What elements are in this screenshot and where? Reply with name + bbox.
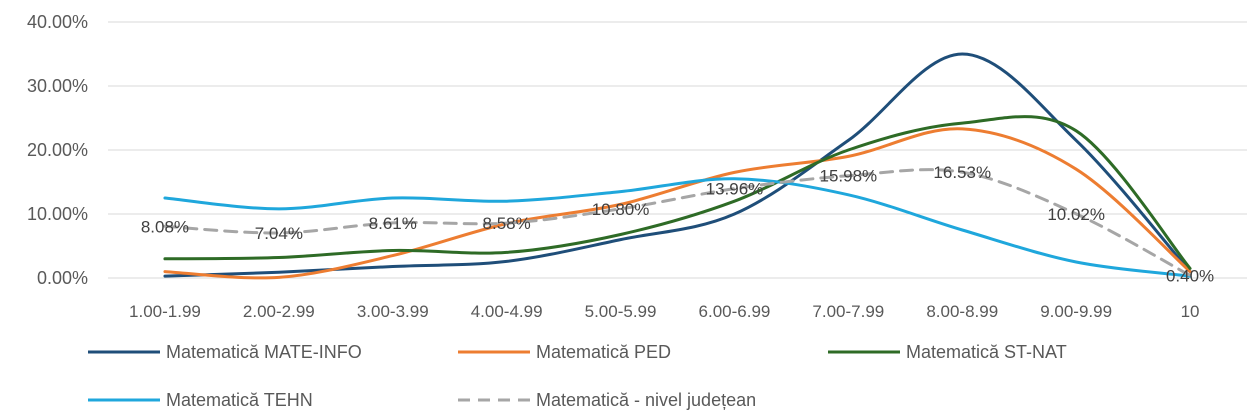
x-tick-label: 3.00-3.99 xyxy=(357,302,429,321)
series-line-3 xyxy=(163,115,1192,270)
data-label: 8.61% xyxy=(369,214,417,233)
x-tick-label: 10 xyxy=(1181,302,1200,321)
y-tick-label: 40.00% xyxy=(27,12,88,32)
legend-item: Matematică TEHN xyxy=(88,390,313,410)
x-axis-ticks: 1.00-1.99 2.00-2.99 3.00-3.99 4.00-4.99 5.00… xyxy=(129,302,1199,321)
x-tick-label: 5.00-5.99 xyxy=(585,302,657,321)
data-label: 0.40% xyxy=(1166,266,1214,285)
legend-item: Matematică - nivel județean xyxy=(458,390,756,410)
gridlines xyxy=(108,21,1247,279)
data-label: 13.96% xyxy=(706,180,764,199)
y-tick-label: 30.00% xyxy=(27,76,88,96)
x-tick-label: 7.00-7.99 xyxy=(812,302,884,321)
series-line-2 xyxy=(163,127,1192,280)
legend-label: Matematică MATE-INFO xyxy=(166,342,362,362)
legend-label: Matematică ST-NAT xyxy=(906,342,1067,362)
series-line-1 xyxy=(163,52,1192,278)
legend-item: Matematică MATE-INFO xyxy=(88,342,362,362)
x-tick-label: 8.00-8.99 xyxy=(926,302,998,321)
series-line-5 xyxy=(163,168,1192,277)
data-label: 15.98% xyxy=(820,167,878,186)
y-tick-label: 10.00% xyxy=(27,204,88,224)
series-line-4 xyxy=(163,177,1192,278)
legend-label: Matematică PED xyxy=(536,342,671,362)
data-label: 7.04% xyxy=(255,224,303,243)
y-tick-label: 0.00% xyxy=(37,268,88,288)
legend-label: Matematică TEHN xyxy=(166,390,313,410)
legend-item: Matematică PED xyxy=(458,342,671,362)
legend-item: Matematică ST-NAT xyxy=(828,342,1067,362)
data-label: 10.80% xyxy=(592,200,650,219)
x-tick-label: 9.00-9.99 xyxy=(1040,302,1112,321)
legend: Matematică MATE-INFO Matematică PED Matema… xyxy=(88,342,1067,410)
y-tick-label: 20.00% xyxy=(27,140,88,160)
series-lines xyxy=(163,52,1192,280)
x-tick-label: 4.00-4.99 xyxy=(471,302,543,321)
x-tick-label: 1.00-1.99 xyxy=(129,302,201,321)
data-label: 8.08% xyxy=(141,217,189,236)
data-label: 8.58% xyxy=(483,214,531,233)
legend-label: Matematică - nivel județean xyxy=(536,390,756,410)
data-label: 10.02% xyxy=(1047,205,1105,224)
x-tick-label: 2.00-2.99 xyxy=(243,302,315,321)
data-labels: 8.08% 7.04% 8.61% 8.58% 10.80% 13.96% 15.98% 16… xyxy=(141,163,1214,285)
y-axis-ticks: 0.00% 10.00% 20.00% 30.00% 40.00% xyxy=(27,12,88,288)
x-tick-label: 6.00-6.99 xyxy=(699,302,771,321)
data-label: 16.53% xyxy=(933,163,991,182)
